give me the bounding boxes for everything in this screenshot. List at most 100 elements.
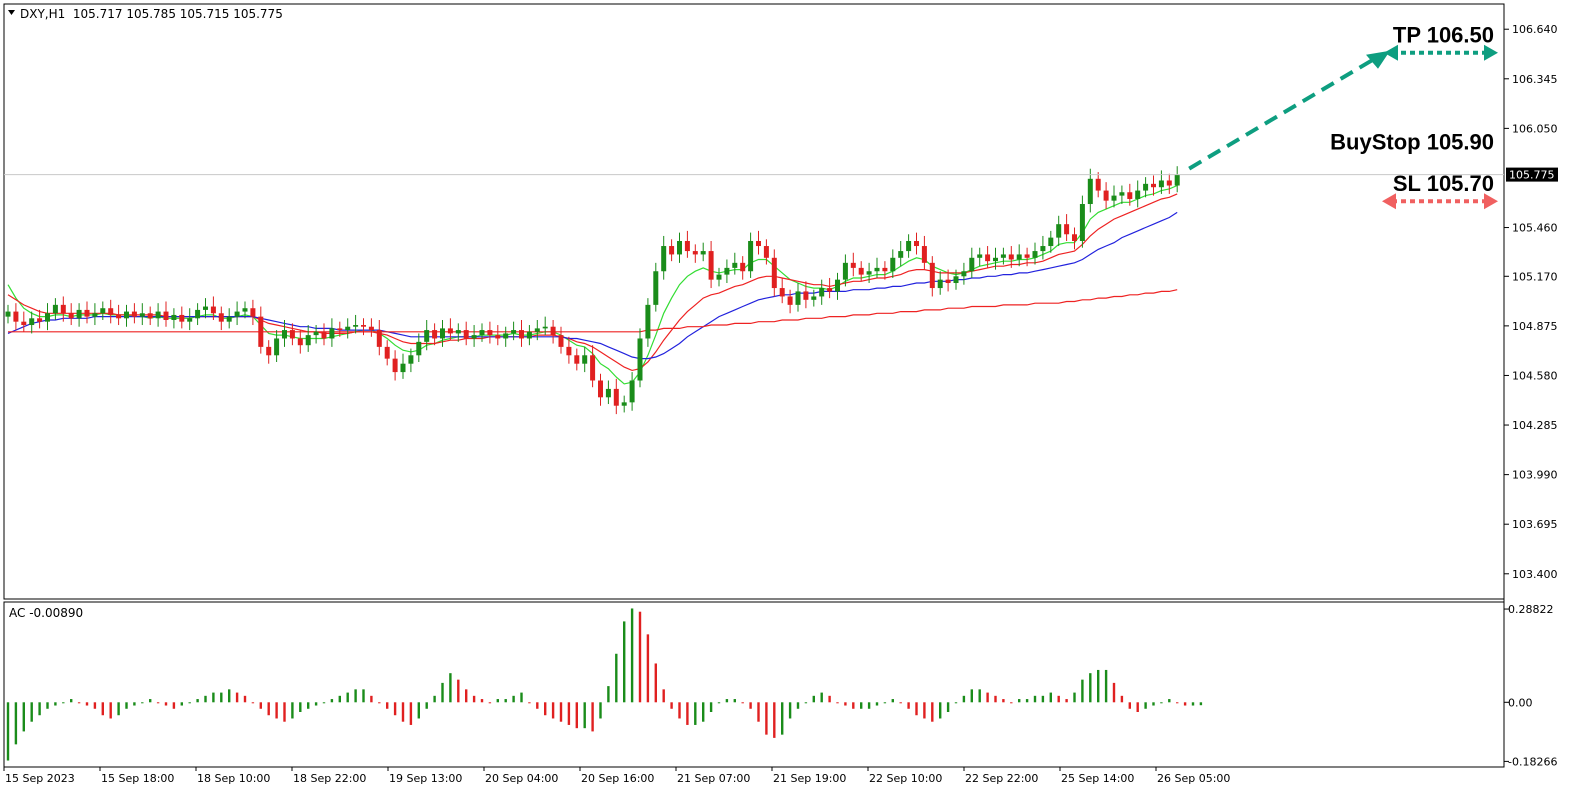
candle-body: [574, 355, 580, 364]
ac-bar: [860, 702, 863, 709]
ac-bar: [812, 695, 815, 703]
candle-body: [21, 321, 27, 326]
ac-bar: [1104, 669, 1108, 703]
candle-body: [131, 311, 137, 317]
ac-bar: [702, 702, 705, 722]
ac-bar: [188, 702, 191, 704]
buystop-label: BuyStop 105.90: [1330, 130, 1494, 155]
ac-bar: [852, 702, 855, 709]
candle-body: [455, 330, 461, 334]
candle-body: [321, 331, 327, 339]
ac-bar: [77, 702, 81, 704]
ac-bar: [544, 702, 547, 716]
candle-body: [479, 330, 485, 336]
ac-bar: [354, 689, 357, 703]
candle-body: [1143, 183, 1149, 191]
ac-bar: [259, 702, 262, 709]
candle-body: [155, 311, 161, 319]
ac-bar: [433, 695, 436, 703]
candle-body: [906, 240, 912, 252]
ac-bar: [1025, 699, 1029, 703]
tp-arrow-right: [1484, 44, 1498, 61]
candle-body: [850, 262, 856, 268]
ac-bar: [1089, 673, 1092, 703]
candle-body: [1095, 178, 1101, 191]
ac-bar: [1041, 695, 1045, 703]
candles: [5, 166, 1180, 415]
ac-bar: [425, 702, 428, 709]
candle-body: [45, 313, 50, 322]
ac-bar: [757, 702, 760, 722]
ac-bar: [788, 702, 792, 719]
ac-bar: [1160, 702, 1163, 704]
ac-bar: [1152, 702, 1155, 706]
x-tick-label: 18 Sep 10:00: [197, 772, 270, 785]
candle-body: [985, 254, 991, 262]
candle-body: [84, 309, 90, 317]
ac-bar: [1097, 669, 1100, 703]
candle-body: [756, 240, 761, 247]
ac-bar: [54, 702, 57, 706]
x-tick-label: 15 Sep 2023: [5, 772, 75, 785]
ac-bar: [559, 702, 563, 722]
ac-bar: [283, 702, 286, 722]
candle-body: [1072, 234, 1077, 241]
ac-bar: [196, 699, 199, 703]
ac-bar: [220, 692, 223, 703]
y-tick-label: 103.400: [1512, 568, 1558, 581]
ac-bar: [844, 702, 847, 706]
ac-bar: [141, 702, 144, 704]
candle-body: [945, 279, 951, 284]
candle-body: [234, 311, 240, 317]
ac-bar: [520, 692, 523, 703]
ac-y-tick-label: 0.28822: [1508, 603, 1554, 616]
ac-bar: [243, 695, 247, 703]
ac-bar: [899, 702, 902, 704]
ac-bar: [630, 608, 634, 703]
ac-bar: [370, 695, 373, 703]
y-tick-label: 104.285: [1512, 419, 1558, 432]
candle-body: [669, 246, 675, 255]
candle-body: [977, 254, 983, 258]
candle-body: [274, 338, 280, 356]
candle-body: [368, 326, 374, 331]
ac-bar: [615, 653, 618, 703]
candle-body: [100, 308, 106, 314]
ac-bar: [551, 702, 555, 719]
ac-bar: [931, 702, 934, 722]
ac-bar: [1081, 679, 1084, 703]
ac-bar: [725, 699, 729, 703]
sl-label: SL 105.70: [1393, 171, 1494, 196]
candle-body: [684, 240, 690, 252]
projection-arrow-head: [1366, 50, 1390, 69]
y-tick-label: 106.345: [1512, 73, 1558, 86]
candle-body: [1040, 246, 1046, 252]
candle-body: [811, 296, 817, 300]
ac-bar: [804, 702, 808, 704]
ac-bar: [465, 689, 468, 703]
ac-bar: [575, 702, 578, 729]
triangle-down-icon[interactable]: [8, 10, 15, 15]
candle-body: [92, 313, 98, 317]
ac-bar: [338, 695, 341, 703]
ac-histogram: [6, 608, 1203, 761]
candle-body: [392, 358, 398, 373]
candle-body: [1079, 204, 1085, 241]
candle-body: [440, 328, 445, 339]
candle-body: [1135, 190, 1141, 199]
candle-body: [953, 276, 959, 284]
candle-body: [1087, 178, 1093, 205]
ac-bar: [156, 702, 160, 704]
candle-body: [882, 267, 888, 272]
candle-body: [621, 402, 627, 406]
ma-line: [7, 211, 1178, 360]
ac-bar: [235, 692, 239, 703]
candle-body: [598, 380, 603, 398]
candle-body: [858, 267, 864, 275]
candle-body: [819, 288, 825, 297]
candle-body: [345, 326, 351, 331]
candle-body: [416, 341, 422, 356]
indicator-title: AC -0.00890: [9, 606, 83, 620]
candle-body: [1000, 254, 1006, 258]
